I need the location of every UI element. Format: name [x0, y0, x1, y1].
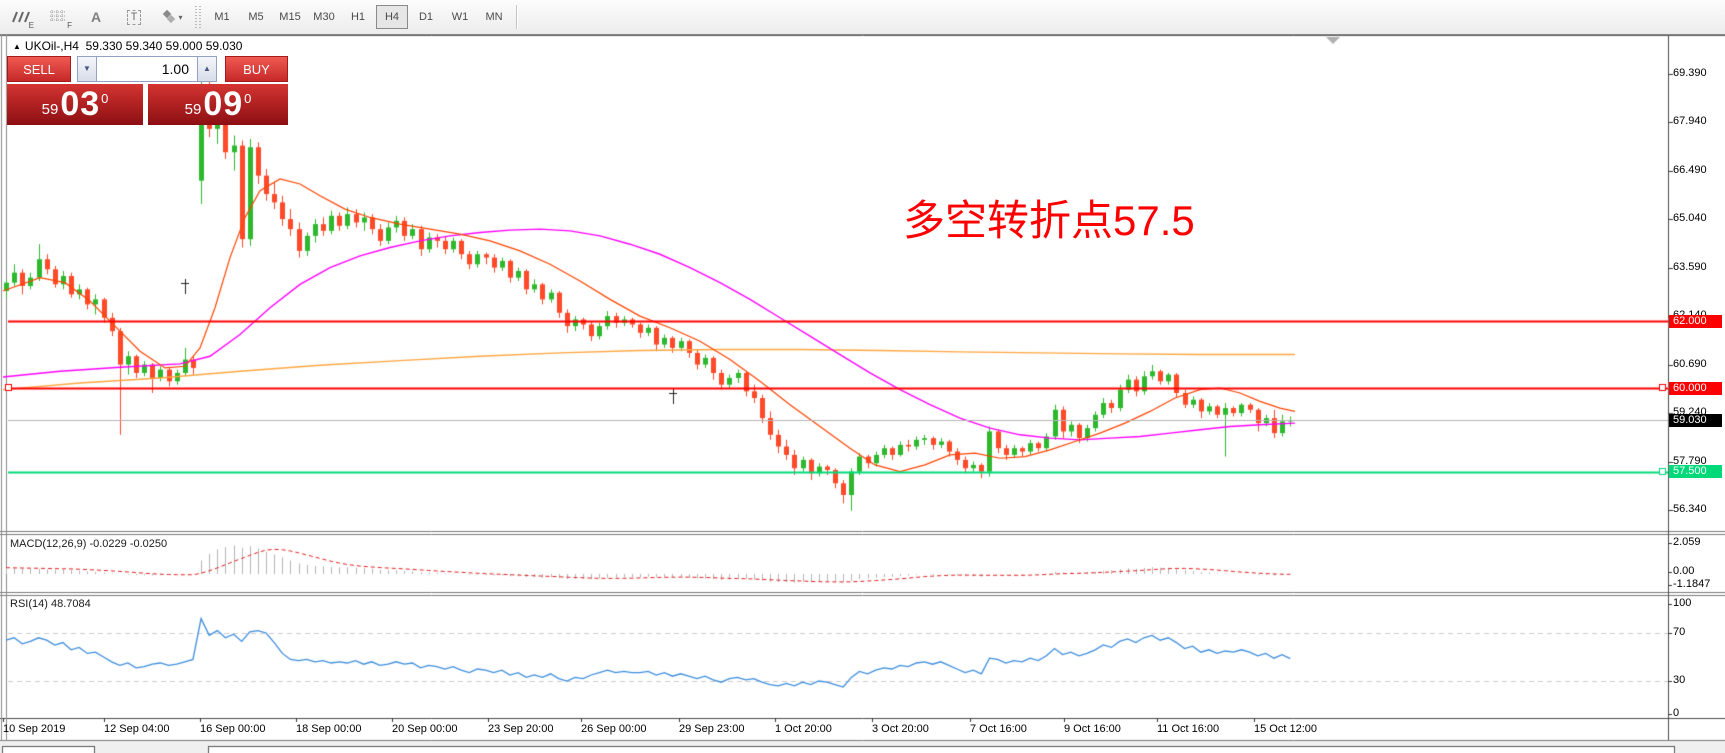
indicator-scale-label: 2.059 — [1673, 536, 1701, 548]
symbol-timeframe-label: UKOil-,H4 — [24, 39, 79, 53]
macd-indicator-label: MACD(12,26,9) -0.0229 -0.0250 — [10, 538, 168, 550]
time-tick-label: 12 Sep 04:00 — [104, 723, 170, 735]
time-tick-label: 26 Sep 00:00 — [581, 723, 647, 735]
price-tick-label: 67.940 — [1673, 115, 1707, 128]
price-tick-label: 69.390 — [1673, 67, 1707, 79]
time-tick-label: 11 Oct 16:00 — [1157, 723, 1220, 735]
sell-price-pip: 0 — [101, 91, 109, 106]
sell-price-small: 59 — [41, 101, 59, 118]
expand-panel-icon[interactable]: ▲ — [13, 42, 21, 51]
price-tick-label: 66.490 — [1673, 163, 1707, 176]
time-tick-label: 1 Oct 20:00 — [775, 723, 832, 735]
time-tick-label: 10 Sep 2019 — [3, 723, 66, 735]
current-price-tag: 59.030 — [1669, 413, 1722, 427]
time-tick-label: 9 Oct 16:00 — [1064, 723, 1121, 735]
time-tick-label: 15 Oct 12:00 — [1254, 723, 1317, 735]
indicator-scale-label: 30 — [1673, 674, 1686, 686]
level-tag-60.000: 60.000 — [1669, 381, 1722, 395]
volume-input[interactable] — [97, 56, 197, 82]
level-tag-57.500: 57.500 — [1669, 465, 1722, 479]
buy-price-small: 59 — [184, 101, 202, 118]
buy-button[interactable]: BUY — [225, 56, 288, 82]
price-tick-label: 57.790 — [1673, 454, 1707, 467]
time-tick-label: 29 Sep 23:00 — [679, 723, 745, 735]
sell-button[interactable]: SELL — [7, 56, 71, 82]
ohlc-values: 59.330 59.340 59.000 59.030 — [85, 39, 243, 53]
time-tick-label: 3 Oct 20:00 — [872, 723, 929, 735]
indicator-scale-label: 70 — [1673, 626, 1686, 638]
time-tick-label: 16 Sep 00:00 — [200, 723, 266, 735]
price-tick-label: 63.590 — [1673, 260, 1707, 273]
text-annotation: 多空转折点57.5 — [903, 197, 1195, 244]
time-tick-label: 18 Sep 00:00 — [296, 723, 362, 735]
chart-title: ▲ UKOil-,H4 59.330 59.340 59.000 59.030 — [13, 39, 242, 53]
price-tick-label: 56.340 — [1673, 503, 1707, 516]
buy-price-pip: 0 — [244, 91, 252, 106]
time-tick-label: 20 Sep 00:00 — [392, 723, 458, 735]
indicator-scale-label: 100 — [1673, 597, 1692, 609]
one-click-trading-panel: SELL ▼ ▲ BUY 59 03 0 59 09 0 — [7, 56, 288, 125]
price-tick-label: 60.690 — [1673, 357, 1707, 370]
time-tick-label: 7 Oct 16:00 — [970, 723, 1027, 735]
indicator-scale-label: -1.1847 — [1673, 578, 1711, 590]
sell-quote-box[interactable]: 59 03 0 — [7, 84, 143, 125]
level-tag-62.000: 62.000 — [1669, 314, 1722, 328]
buy-quote-box[interactable]: 59 09 0 — [148, 84, 288, 125]
volume-increase-button[interactable]: ▲ — [197, 56, 217, 82]
volume-decrease-button[interactable]: ▼ — [77, 56, 97, 82]
sell-price-big: 03 — [60, 85, 101, 123]
price-tick-label: 65.040 — [1673, 212, 1707, 225]
indicator-scale-label: 0 — [1673, 707, 1680, 719]
buy-price-big: 09 — [203, 85, 244, 123]
time-tick-label: 23 Sep 20:00 — [488, 723, 554, 735]
rsi-indicator-label: RSI(14) 48.7084 — [10, 598, 91, 610]
indicator-scale-label: 0.00 — [1673, 565, 1695, 577]
